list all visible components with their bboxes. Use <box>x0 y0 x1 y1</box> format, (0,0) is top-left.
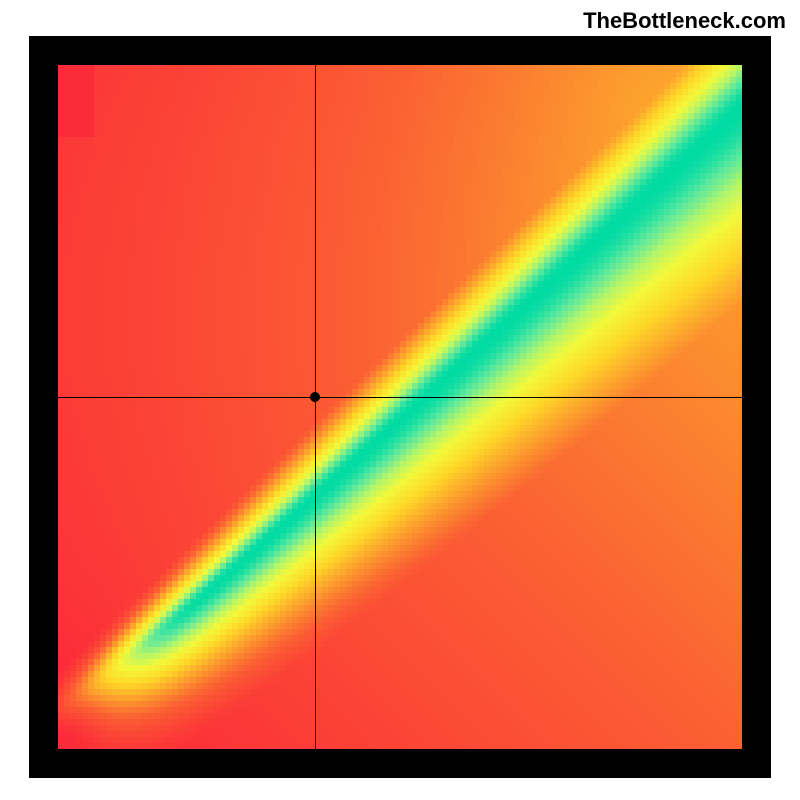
chart-container: TheBottleneck.com <box>0 0 800 800</box>
heatmap-plot <box>58 65 742 749</box>
crosshair-point <box>310 392 320 402</box>
crosshair-horizontal <box>58 397 742 398</box>
crosshair-vertical <box>315 65 316 749</box>
heatmap-canvas <box>58 65 742 749</box>
watermark-text: TheBottleneck.com <box>583 8 786 34</box>
